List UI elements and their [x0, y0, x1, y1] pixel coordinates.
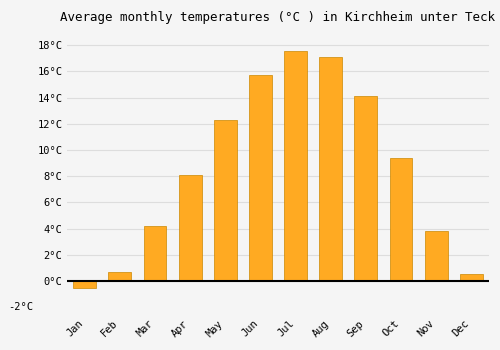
Title: Average monthly temperatures (°C ) in Kirchheim unter Teck: Average monthly temperatures (°C ) in Ki…: [60, 11, 496, 24]
Text: -2°C: -2°C: [8, 302, 34, 312]
Bar: [74, 281, 96, 287]
Bar: [354, 96, 378, 281]
Bar: [320, 57, 342, 281]
Bar: [144, 226, 167, 281]
Bar: [284, 50, 307, 281]
Bar: [214, 120, 236, 281]
Bar: [460, 274, 482, 281]
Bar: [424, 231, 448, 281]
Bar: [249, 76, 272, 281]
Bar: [178, 175, 202, 281]
Bar: [390, 158, 412, 281]
Bar: [108, 272, 132, 281]
